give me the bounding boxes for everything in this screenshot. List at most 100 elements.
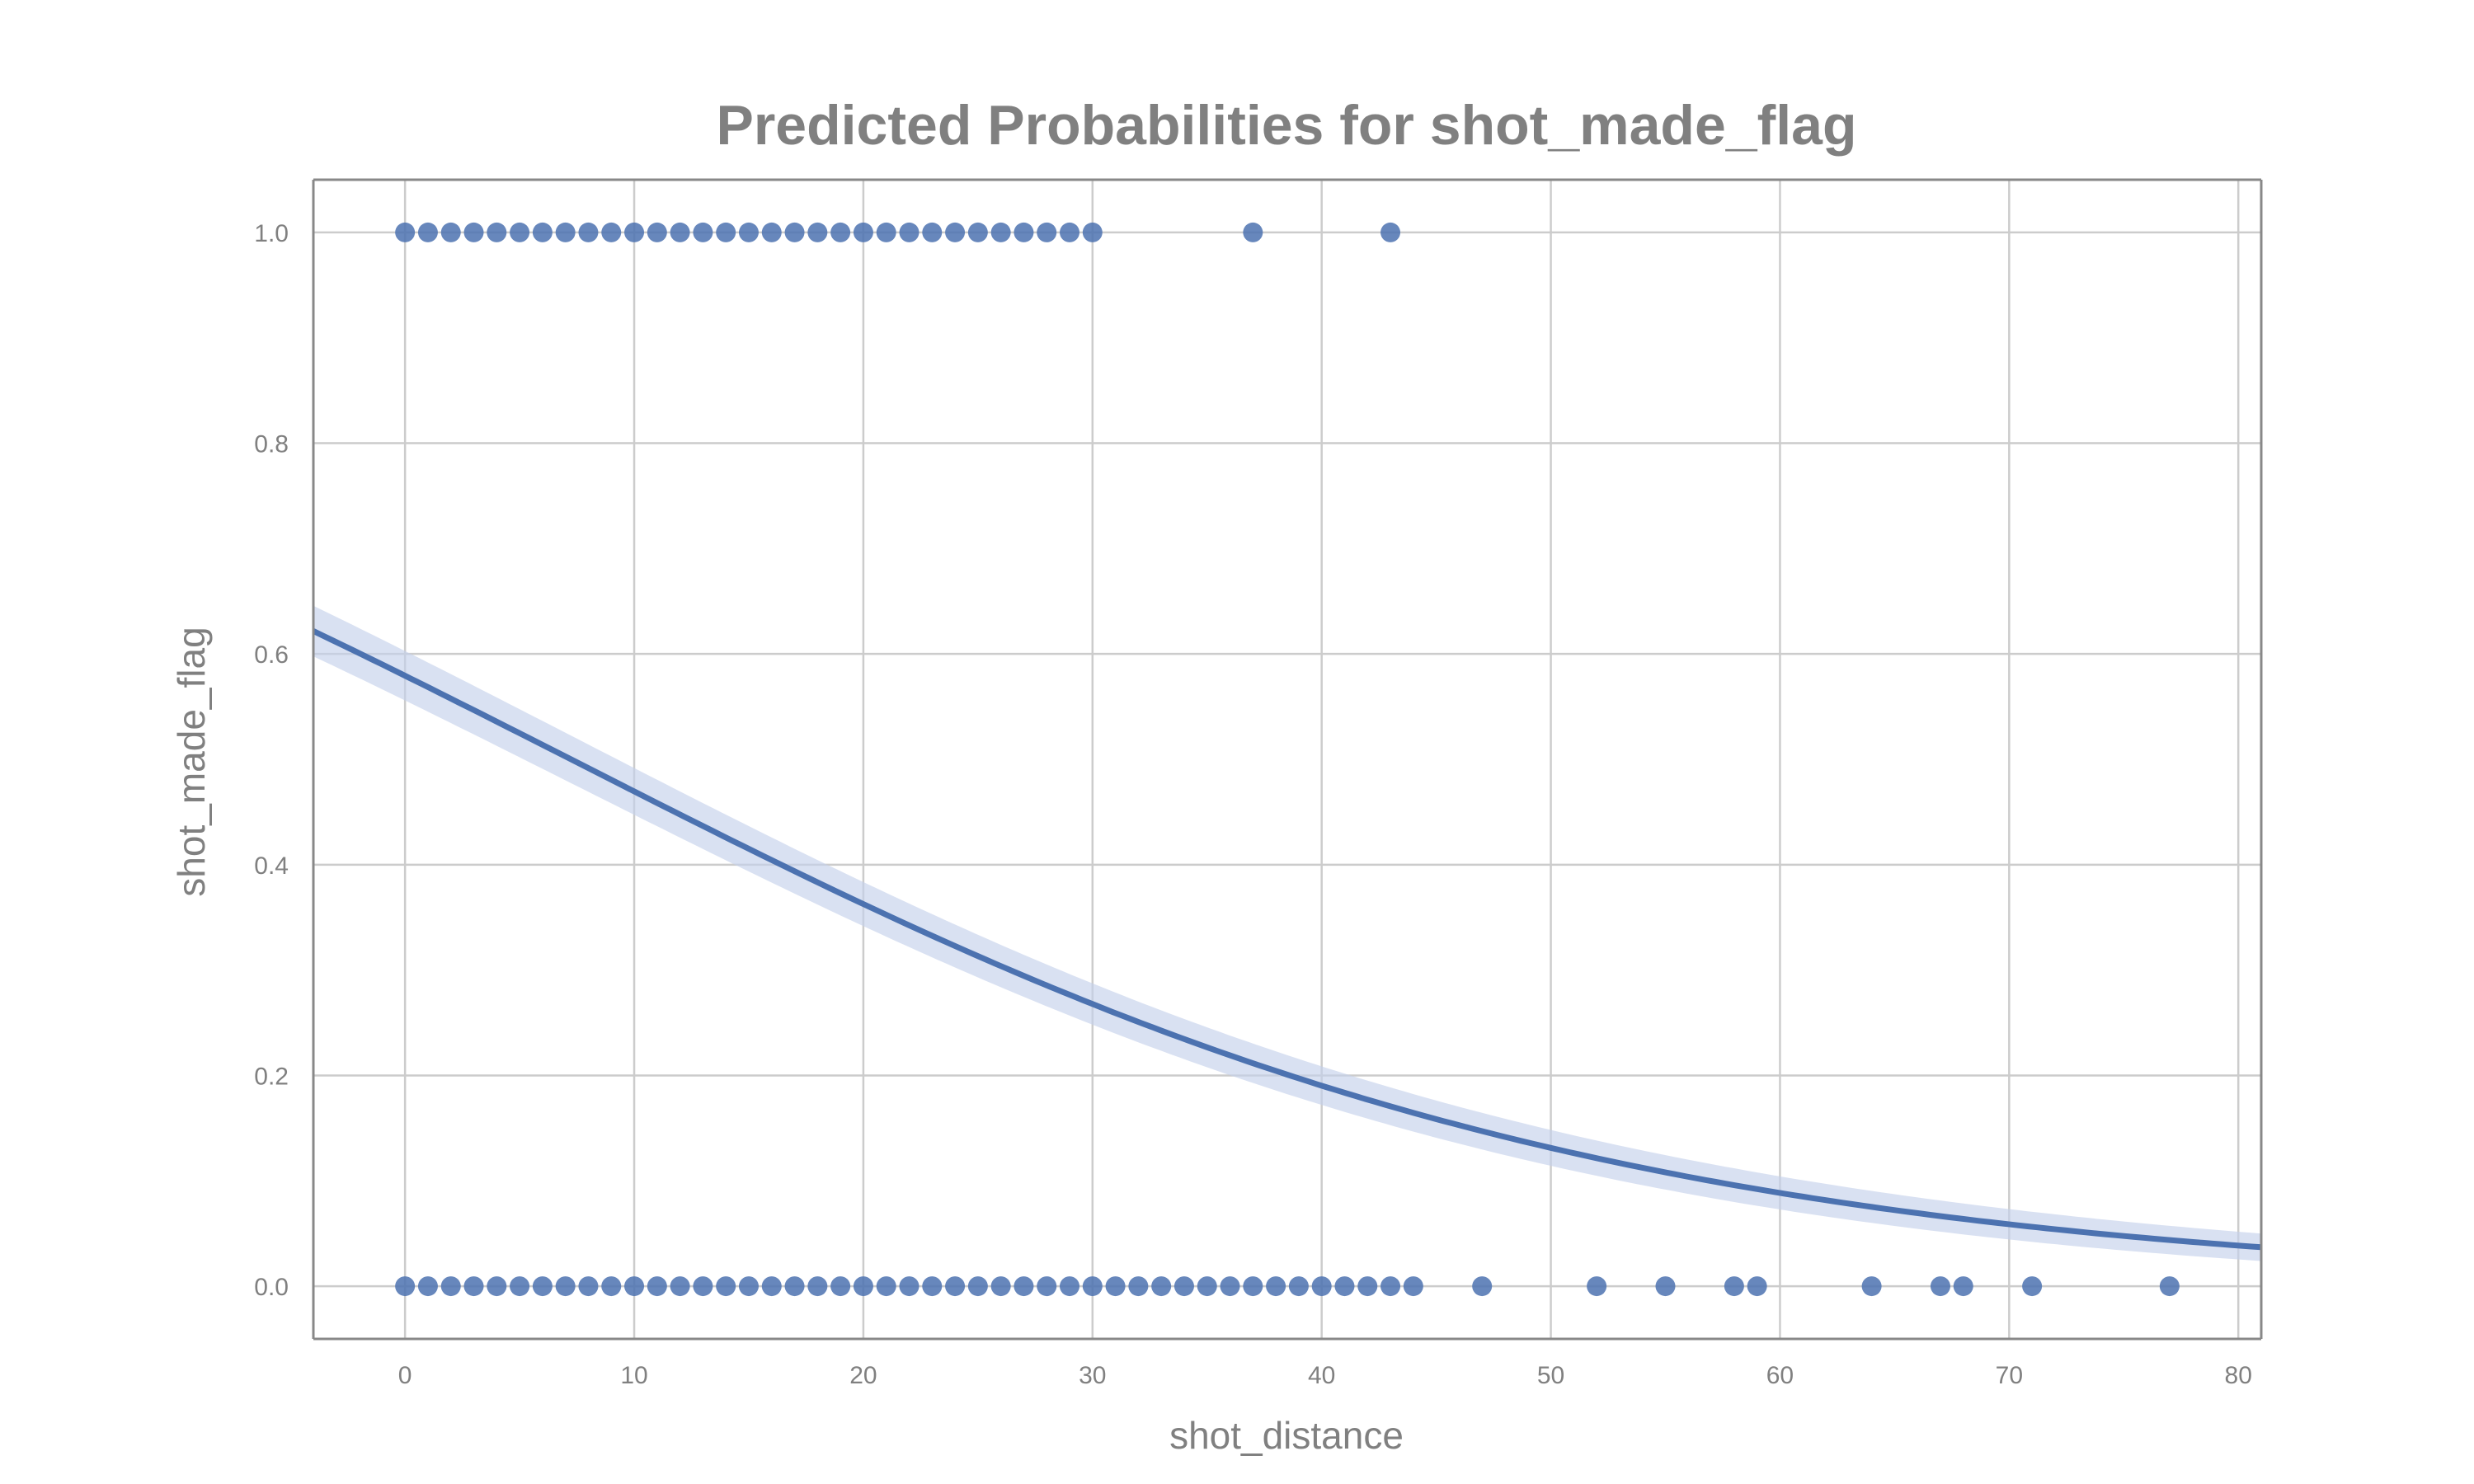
data-point-missed (1930, 1276, 1950, 1297)
y-axis-label: shot_made_flag (170, 627, 213, 896)
x-tick-label: 70 (1996, 1362, 2023, 1389)
data-point-missed (395, 1276, 416, 1297)
data-point-missed (463, 1276, 484, 1297)
data-point-missed (1220, 1276, 1240, 1297)
data-point-missed (1861, 1276, 1882, 1297)
data-point-missed (1128, 1276, 1149, 1297)
data-point-missed (510, 1276, 530, 1297)
x-tick-label: 40 (1308, 1362, 1335, 1389)
data-point-made (1060, 222, 1080, 242)
x-tick-label: 30 (1079, 1362, 1106, 1389)
tick-labels: 0 10 20 30 40 50 60 70 80 0.0 0.2 0.4 0.6 0.8 1.0 (254, 220, 2252, 1389)
y-tick-label: 0.6 (254, 641, 289, 669)
y-tick-label: 1.0 (254, 220, 289, 247)
data-point-made (532, 222, 553, 242)
data-point-missed (693, 1276, 713, 1297)
data-point-made (463, 222, 484, 242)
axes-spines (312, 178, 2263, 1341)
x-axis-label: shot_distance (1169, 1414, 1404, 1457)
scatter-points (395, 222, 2180, 1297)
data-point-made (395, 222, 416, 242)
fit-line-layer (312, 628, 2262, 1251)
data-point-made (555, 222, 576, 242)
y-tick-label: 0.2 (254, 1063, 289, 1090)
data-point-made (487, 222, 507, 242)
data-point-made (990, 222, 1011, 242)
data-point-missed (1724, 1276, 1744, 1297)
x-tick-label: 50 (1537, 1362, 1564, 1389)
data-point-missed (647, 1276, 667, 1297)
data-point-missed (761, 1276, 782, 1297)
data-point-missed (1357, 1276, 1378, 1297)
data-point-made (830, 222, 851, 242)
data-point-missed (2159, 1276, 2180, 1297)
data-point-missed (990, 1276, 1011, 1297)
data-point-missed (807, 1276, 828, 1297)
data-point-made (876, 222, 896, 242)
data-point-made (693, 222, 713, 242)
data-point-made (440, 222, 461, 242)
data-point-made (417, 222, 438, 242)
y-tick-label: 0.8 (254, 431, 289, 458)
data-point-made (761, 222, 782, 242)
data-point-missed (670, 1276, 690, 1297)
x-tick-label: 10 (620, 1362, 647, 1389)
data-point-missed (555, 1276, 576, 1297)
data-point-missed (922, 1276, 943, 1297)
data-point-missed (487, 1276, 507, 1297)
data-point-missed (1037, 1276, 1057, 1297)
data-point-made (1014, 222, 1034, 242)
data-point-missed (1288, 1276, 1309, 1297)
data-point-missed (1060, 1276, 1080, 1297)
x-tick-label: 0 (398, 1362, 412, 1389)
data-point-missed (1174, 1276, 1194, 1297)
data-point-missed (1082, 1276, 1103, 1297)
x-tick-label: 60 (1766, 1362, 1794, 1389)
data-point-made (738, 222, 759, 242)
data-point-missed (417, 1276, 438, 1297)
y-tick-label: 0.4 (254, 852, 289, 880)
data-point-missed (716, 1276, 736, 1297)
data-point-made (1380, 222, 1401, 242)
data-point-missed (601, 1276, 622, 1297)
data-point-made (510, 222, 530, 242)
data-point-missed (1747, 1276, 1767, 1297)
data-point-missed (1953, 1276, 1973, 1297)
data-point-missed (1151, 1276, 1172, 1297)
data-point-missed (738, 1276, 759, 1297)
data-point-missed (532, 1276, 553, 1297)
data-point-made (601, 222, 622, 242)
data-point-made (1037, 222, 1057, 242)
data-point-missed (853, 1276, 873, 1297)
data-point-missed (1403, 1276, 1423, 1297)
data-point-missed (624, 1276, 645, 1297)
data-point-missed (2022, 1276, 2043, 1297)
data-point-missed (967, 1276, 988, 1297)
data-point-missed (1105, 1276, 1126, 1297)
data-point-missed (830, 1276, 851, 1297)
data-point-missed (1472, 1276, 1493, 1297)
data-point-made (967, 222, 988, 242)
data-point-missed (945, 1276, 966, 1297)
data-point-made (899, 222, 920, 242)
data-point-missed (440, 1276, 461, 1297)
data-point-made (1082, 222, 1103, 242)
x-tick-label: 80 (2225, 1362, 2252, 1389)
x-tick-label: 20 (849, 1362, 877, 1389)
data-point-made (922, 222, 943, 242)
chart-title: Predicted Probabilities for shot_made_fl… (716, 94, 1856, 157)
data-point-made (853, 222, 873, 242)
data-point-made (807, 222, 828, 242)
logistic-fit-line (312, 628, 2262, 1251)
data-point-made (624, 222, 645, 242)
data-point-made (945, 222, 966, 242)
data-point-made (670, 222, 690, 242)
data-point-missed (1587, 1276, 1607, 1297)
data-point-missed (578, 1276, 599, 1297)
data-point-missed (899, 1276, 920, 1297)
data-point-made (1243, 222, 1263, 242)
data-point-made (578, 222, 599, 242)
data-point-made (784, 222, 805, 242)
